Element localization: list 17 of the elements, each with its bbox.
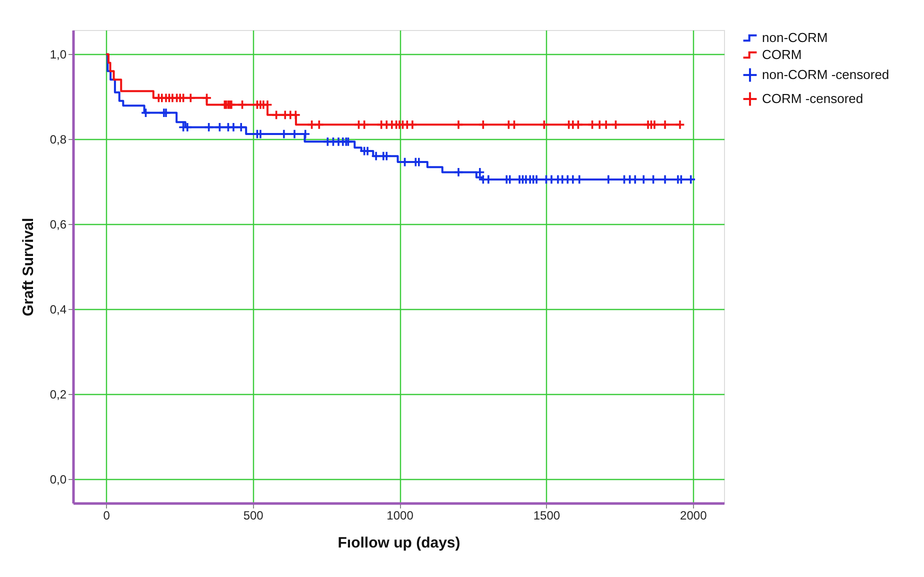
y-tick-label: 0,6: [50, 218, 67, 232]
y-tick-label: 0,2: [50, 387, 67, 402]
y-axis-title: Graft Survival: [20, 218, 37, 316]
x-tick-label: 1000: [386, 508, 414, 522]
legend-label: non-CORM -censored: [762, 67, 890, 82]
y-tick-label: 1,0: [50, 48, 67, 62]
x-tick-label: 2000: [680, 508, 708, 522]
legend-label: CORM -censored: [762, 91, 864, 106]
x-axis-title: Fıollow up (days): [338, 534, 460, 552]
x-tick-label: 1500: [533, 508, 560, 522]
y-tick-label: 0,4: [50, 302, 67, 316]
y-tick-label: 0,8: [50, 132, 67, 147]
x-tick-label: 0: [103, 508, 110, 522]
legend-label: CORM: [762, 47, 802, 62]
y-tick-label: 0,0: [50, 472, 67, 486]
legend-label: non-CORM: [762, 30, 828, 45]
x-tick-label: 500: [243, 508, 264, 522]
